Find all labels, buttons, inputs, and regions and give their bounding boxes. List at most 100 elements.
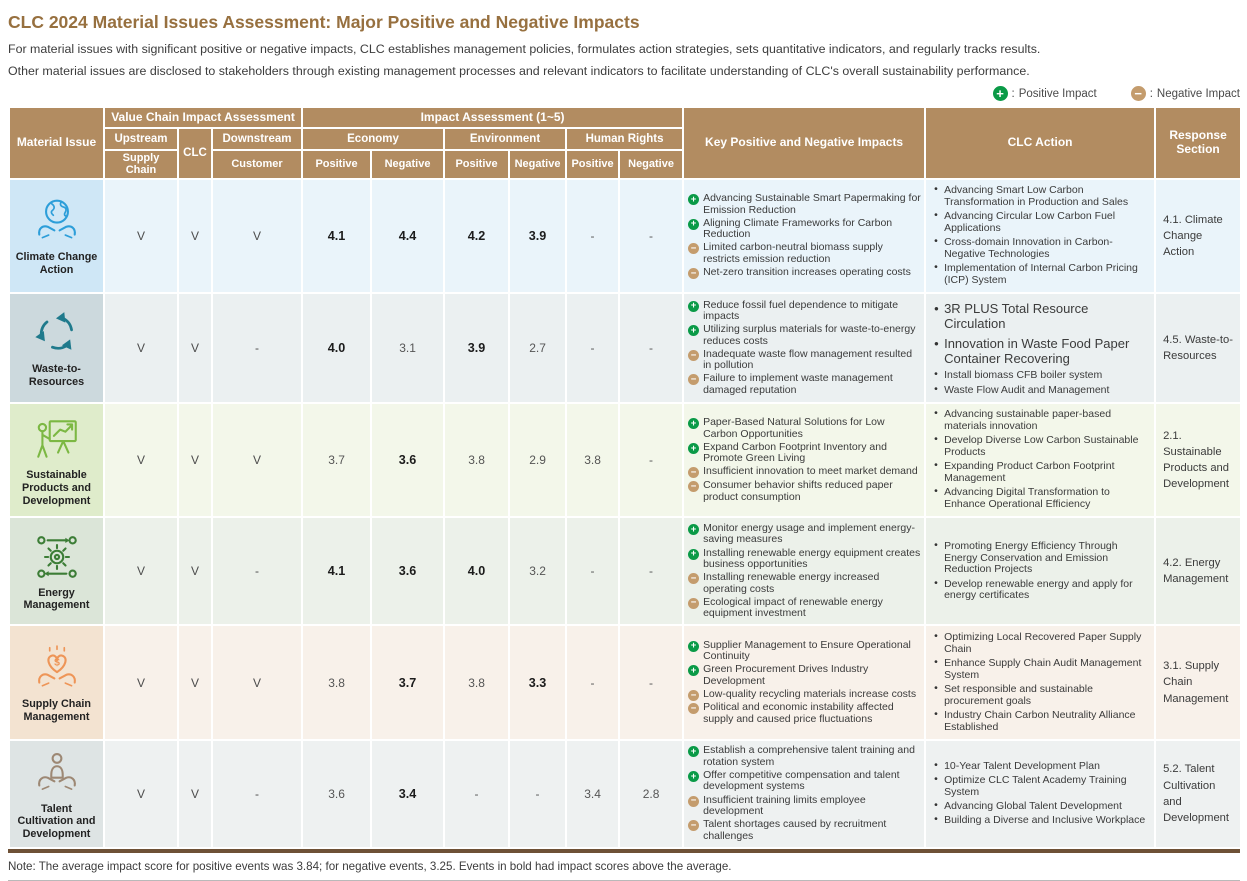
economy-positive-score: 4.0 (301, 292, 373, 404)
impact-text: Insufficient training limits employee de… (703, 793, 866, 818)
table-note: Note: The average impact score for posit… (8, 860, 1240, 881)
upstream-supply-chain-cell: V (103, 292, 179, 404)
col-header-key-impacts: Key Positive and Negative Impacts (682, 106, 927, 180)
environment-negative-score: 3.3 (508, 624, 568, 741)
impact-text: Net-zero transition increases operating … (703, 265, 911, 278)
negative-impact-icon: − (1130, 86, 1146, 101)
impact-text: Talent shortages caused by recruitment c… (703, 818, 887, 842)
material-issue-cell: Talent Cultivation and Development (8, 738, 105, 849)
positive-impact-icon: + (688, 218, 700, 230)
col-header-human-rights: Human Rights (565, 127, 685, 151)
table-row: Energy Management V V -4.1 3.6 4.0 3.2- - + Monit… (8, 516, 1243, 627)
impact-item: + Establish a comprehensive talent traini… (688, 745, 921, 768)
downstream-customer-cell: - (210, 738, 304, 849)
human-rights-positive-score: - (565, 516, 621, 627)
negative-impact-icon: − (688, 267, 700, 279)
col-header-response-section: Response Section (1154, 106, 1243, 180)
material-issue-cell: Sustainable Products and Development (8, 401, 105, 519)
key-impacts-cell: + Supplier Management to Ensure Operation… (682, 624, 927, 741)
material-issues-table: Material Issue Value Chain Impact Assess… (8, 106, 1243, 849)
upstream-supply-chain-cell: V (103, 516, 179, 627)
positive-impact-icon: + (992, 86, 1008, 101)
economy-negative-score: 3.6 (370, 516, 446, 627)
impact-text: Political and economic instability affec… (703, 701, 894, 725)
impact-text: Supplier Management to Ensure Operationa… (703, 638, 911, 663)
environment-negative-score: - (508, 738, 568, 849)
impact-text: Inadequate waste flow management resulte… (703, 347, 913, 372)
clc-action-item: Develop Diverse Low Carbon Sustainable P… (934, 434, 1150, 459)
human-rights-negative-score: - (618, 401, 685, 519)
human-rights-positive-score: 3.4 (565, 738, 621, 849)
clc-action-cell: 3R PLUS Total Resource Circulation Innova… (924, 292, 1157, 404)
negative-impact-icon: − (688, 573, 700, 585)
negative-impact-icon: − (688, 374, 700, 386)
impact-item: + Supplier Management to Ensure Operation… (688, 638, 921, 663)
material-issues-table-wrap: Material Issue Value Chain Impact Assess… (8, 106, 1243, 853)
environment-negative-score: 2.7 (508, 292, 568, 404)
clc-action-item: Advancing sustainable paper-based materi… (934, 408, 1150, 433)
clc-cell: V (177, 401, 213, 519)
impact-item: + Expand Carbon Footprint Inventory and P… (688, 440, 921, 465)
table-row: Sustainable Products and Development V V V 3… (8, 401, 1243, 519)
impact-text: Utilizing surplus materials for waste-to… (703, 323, 916, 347)
positive-impact-icon: + (688, 746, 700, 758)
negative-impact-icon: − (688, 795, 700, 807)
positive-impact-icon: + (688, 418, 700, 430)
negative-impact-icon: − (688, 349, 700, 361)
human-rights-positive-score: 3.8 (565, 401, 621, 519)
clc-cell: V (177, 292, 213, 404)
impact-item: − Insufficient innovation to meet market … (688, 465, 921, 479)
clc-action-item: Building a Diverse and Inclusive Workpla… (934, 814, 1150, 827)
impact-item: − Talent shortages caused by recruitment … (688, 818, 921, 842)
economy-negative-score: 3.4 (370, 738, 446, 849)
positive-impact-icon: + (688, 442, 700, 454)
impact-item: − Installing renewable energy increased o… (688, 571, 921, 595)
impact-item: + Offer competitive compensation and tale… (688, 769, 921, 793)
legend-positive-label: Positive Impact (1018, 87, 1097, 100)
impact-text: Insufficient innovation to meet market d… (703, 465, 918, 478)
key-impacts-cell: + Reduce fossil fuel dependence to mitiga… (682, 292, 927, 404)
negative-impact-icon: − (688, 597, 700, 609)
negative-impact-icon: − (688, 820, 700, 832)
economy-negative-score: 4.4 (370, 177, 446, 295)
clc-action-item: Optimize CLC Talent Academy Training Sys… (934, 774, 1150, 799)
material-issue-label: Supply Chain Management (22, 697, 91, 723)
page-title: CLC 2024 Material Issues Assessment: Maj… (8, 12, 640, 32)
clc-action-item: Develop renewable energy and apply for e… (934, 578, 1150, 603)
impact-item: − Inadequate waste flow management result… (688, 347, 921, 372)
legend-negative-label: Negative Impact (1156, 87, 1240, 100)
upstream-supply-chain-cell: V (103, 738, 179, 849)
response-section-cell: 5.2. Talent Cultivation and Development (1154, 738, 1243, 849)
impact-item: − Ecological impact of renewable energy e… (688, 596, 921, 620)
impact-text: Paper-Based Natural Solutions for Low Ca… (703, 416, 885, 440)
upstream-supply-chain-cell: V (103, 624, 179, 741)
positive-impact-icon: + (688, 665, 700, 677)
legend-colon: : (1149, 87, 1153, 100)
table-row: Waste-to-Resources V V -4.0 3.1 3.9 2.7- - + Redu… (8, 292, 1243, 404)
col-header-value-chain: Value Chain Impact Assessment (102, 106, 304, 129)
clc-action-cell: Advancing sustainable paper-based materi… (924, 401, 1157, 519)
economy-positive-score: 4.1 (301, 516, 373, 627)
impact-text: Installing renewable energy increased op… (703, 571, 880, 595)
clc-action-item: Advancing Smart Low Carbon Transformatio… (934, 184, 1150, 209)
globe-hands-icon (12, 196, 101, 246)
table-row: $ Supply Chain Management V V V 3.8 3.7 3.8 3.3… (8, 624, 1243, 741)
environment-positive-score: 3.8 (443, 624, 511, 741)
material-issue-cell: Waste-to-Resources (8, 292, 105, 404)
intro-line-2: Other material issues are disclosed to s… (8, 64, 1030, 78)
col-header-clc: CLC (177, 127, 213, 180)
economy-positive-score: 3.8 (301, 624, 373, 741)
key-impacts-cell: + Paper-Based Natural Solutions for Low C… (682, 401, 927, 519)
impact-item: + Reduce fossil fuel dependence to mitiga… (688, 299, 921, 323)
impact-item: − Consumer behavior shifts reduced paper … (688, 479, 921, 503)
material-issue-label: Waste-to-Resources (28, 363, 85, 389)
legend-negative: − : Negative Impact (1130, 86, 1240, 101)
material-issue-label: Energy Management (23, 586, 90, 612)
clc-action-item: 10-Year Talent Development Plan (934, 760, 1150, 773)
impact-item: − Failure to implement waste management d… (688, 373, 921, 396)
impact-text: Expand Carbon Footprint Inventory and Pr… (703, 440, 887, 465)
impact-item: + Monitor energy usage and implement ener… (688, 522, 921, 546)
col-header-upstream: Upstream (103, 127, 179, 151)
clc-action-item: Cross-domain Innovation in Carbon-Negati… (934, 236, 1150, 261)
response-section-cell: 4.2. Energy Management (1154, 516, 1243, 627)
